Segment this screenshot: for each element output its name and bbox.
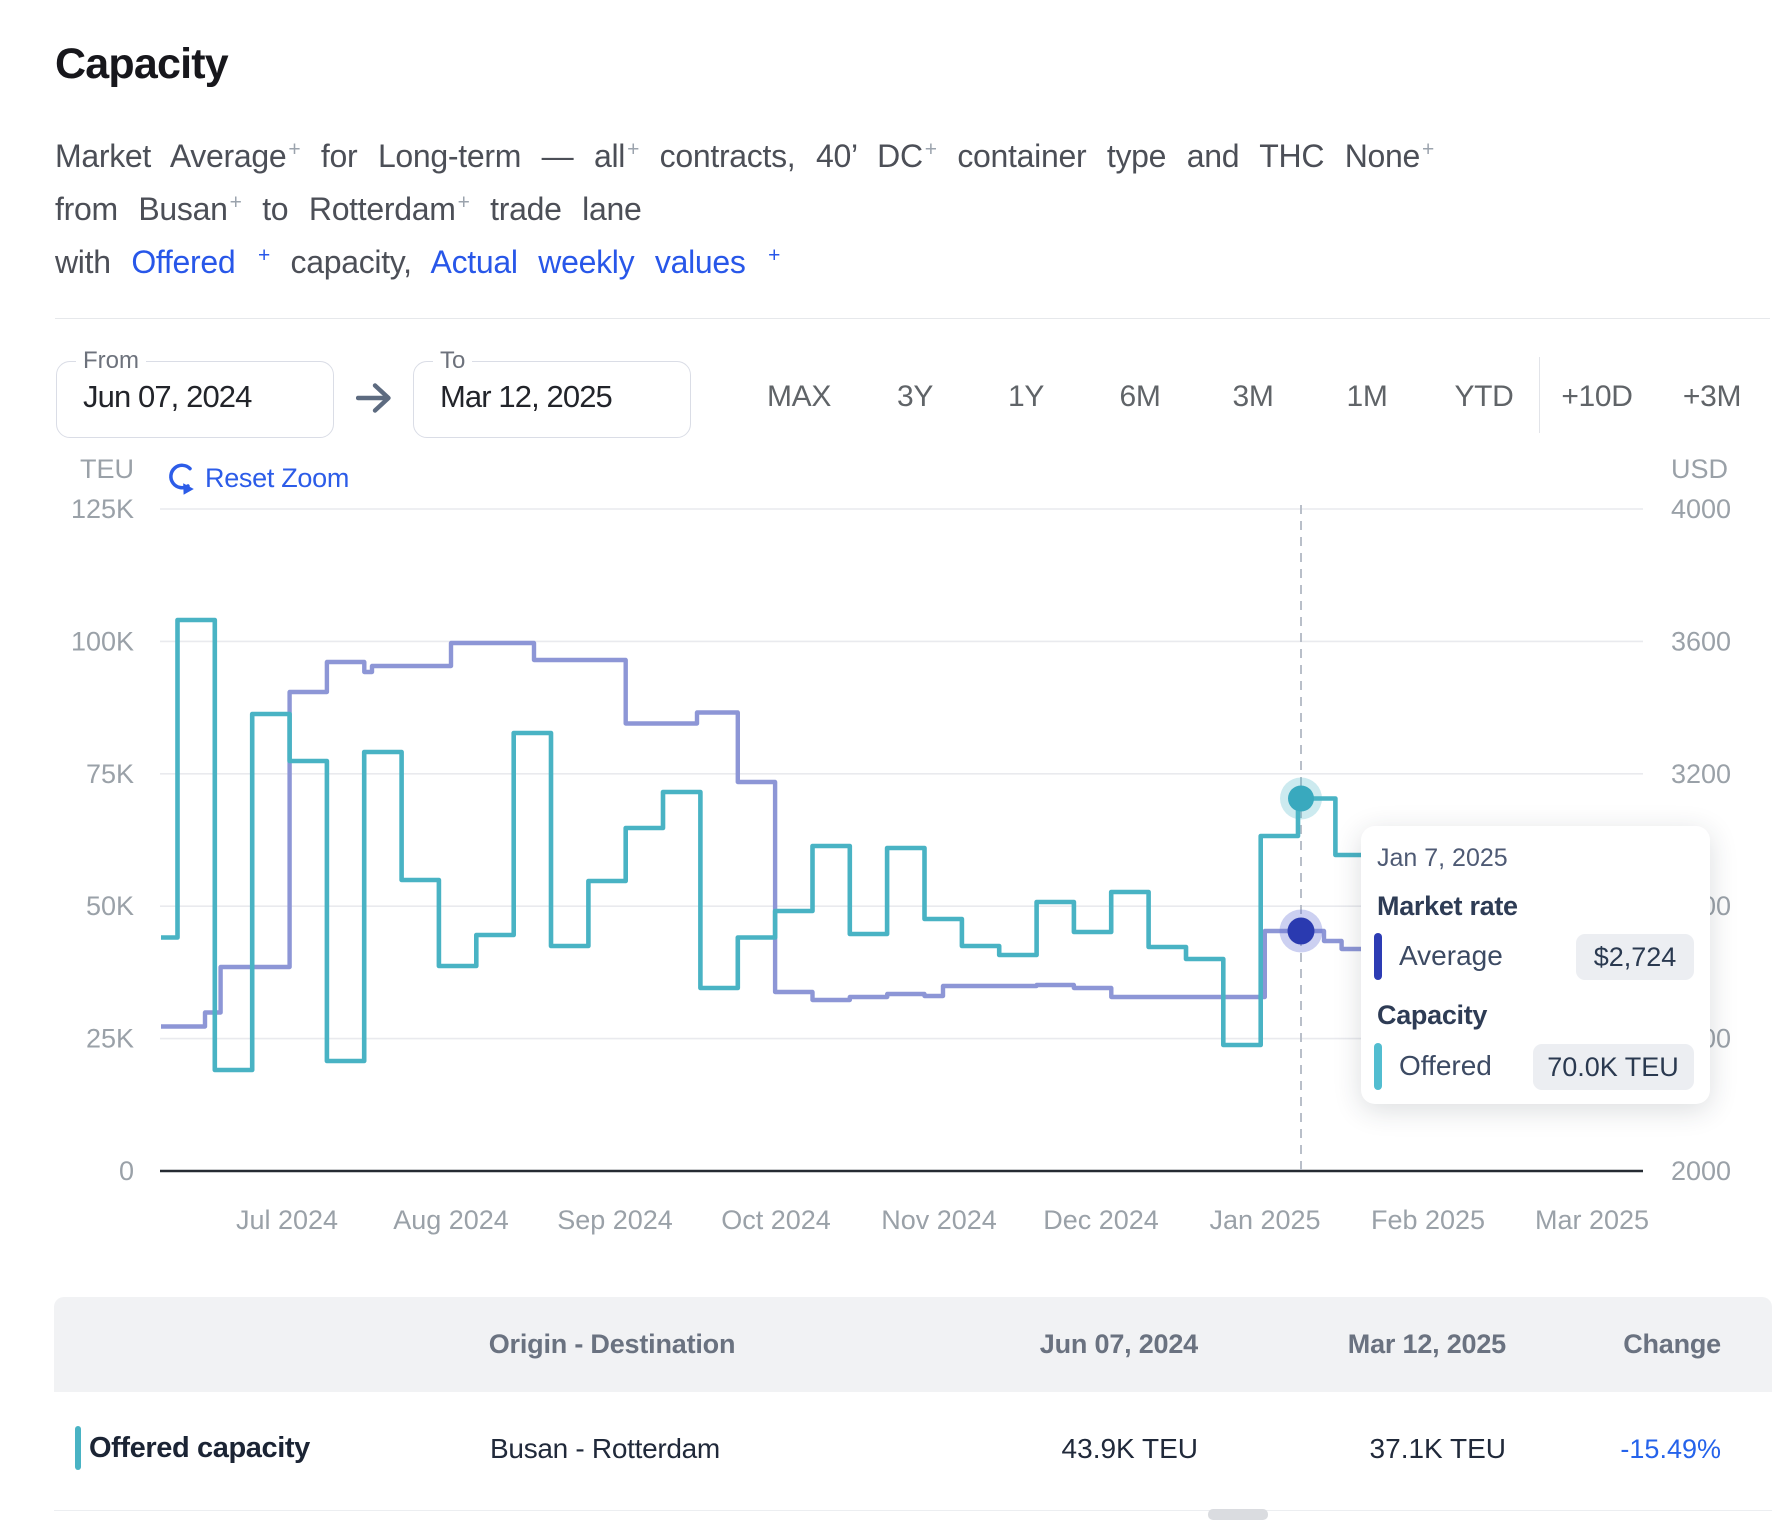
svg-text:Oct 2024: Oct 2024 xyxy=(721,1205,831,1235)
svg-text:25K: 25K xyxy=(86,1024,134,1054)
svg-text:Sep 2024: Sep 2024 xyxy=(557,1205,673,1235)
svg-text:75K: 75K xyxy=(86,759,134,789)
svg-text:Jan 2025: Jan 2025 xyxy=(1209,1205,1320,1235)
svg-text:Aug 2024: Aug 2024 xyxy=(393,1205,509,1235)
svg-text:Mar 2025: Mar 2025 xyxy=(1535,1205,1649,1235)
svg-text:Jul 2024: Jul 2024 xyxy=(236,1205,338,1235)
svg-text:2000: 2000 xyxy=(1671,1156,1731,1186)
svg-text:3600: 3600 xyxy=(1671,626,1731,656)
svg-text:4000: 4000 xyxy=(1671,494,1731,524)
svg-text:Nov 2024: Nov 2024 xyxy=(881,1205,997,1235)
svg-text:125K: 125K xyxy=(71,494,134,524)
svg-text:0: 0 xyxy=(119,1156,134,1186)
svg-text:Feb 2025: Feb 2025 xyxy=(1371,1205,1485,1235)
svg-text:50K: 50K xyxy=(86,891,134,921)
svg-text:TEU: TEU xyxy=(80,454,134,484)
svg-text:100K: 100K xyxy=(71,626,134,656)
svg-text:USD: USD xyxy=(1671,454,1728,484)
svg-text:3200: 3200 xyxy=(1671,759,1731,789)
svg-text:Dec 2024: Dec 2024 xyxy=(1043,1205,1159,1235)
